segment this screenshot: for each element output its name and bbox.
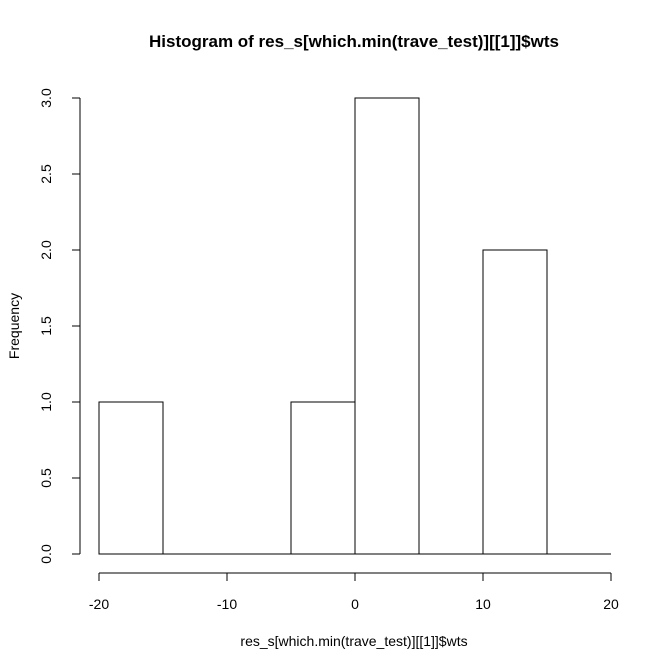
- histogram-bar-4: [354, 97, 420, 555]
- x-axis-label: res_s[which.min(trave_test)][[1]]$wts: [240, 633, 467, 649]
- histogram-bar-6: [482, 249, 548, 555]
- y-axis: 0.0 0.5 1.0 1.5 2.0 2.5 3.0: [38, 88, 81, 564]
- y-tick-label-2: 1.0: [38, 392, 54, 412]
- x-axis: -20 -10 0 10 20: [89, 572, 619, 612]
- x-tick-label-2: 0: [351, 596, 359, 612]
- y-tick-label-6: 3.0: [38, 88, 54, 108]
- y-tick-label-5: 2.5: [38, 164, 54, 184]
- y-tick-label-0: 0.0: [38, 544, 54, 564]
- x-tick-label-1: -10: [217, 596, 237, 612]
- y-tick-label-4: 2.0: [38, 240, 54, 260]
- x-tick-label-3: 10: [475, 596, 491, 612]
- y-tick-label-1: 0.5: [38, 468, 54, 488]
- x-tick-label-0: -20: [89, 596, 109, 612]
- x-tick-label-4: 20: [603, 596, 619, 612]
- histogram-bars: [98, 97, 611, 555]
- y-axis-label: Frequency: [6, 293, 22, 359]
- histogram-bar-0: [98, 401, 164, 555]
- chart-title: Histogram of res_s[which.min(trave_test)…: [149, 32, 559, 51]
- y-tick-label-3: 1.5: [38, 316, 54, 336]
- histogram-bar-3: [290, 401, 356, 555]
